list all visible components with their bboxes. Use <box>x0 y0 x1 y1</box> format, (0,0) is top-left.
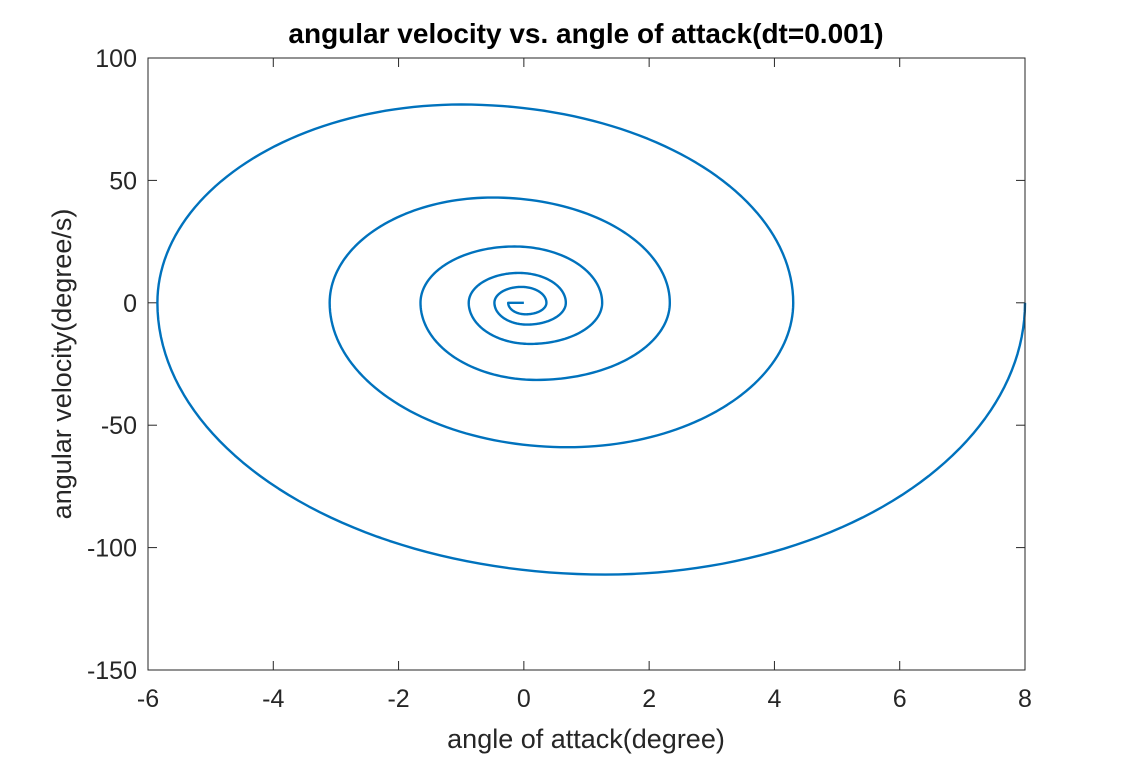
y-tick-label: -150 <box>87 657 137 685</box>
y-tick-label: -100 <box>87 535 137 563</box>
y-tick-label: 100 <box>95 45 137 73</box>
chart-title: angular velocity vs. angle of attack(dt=… <box>288 18 883 49</box>
x-axis-label: angle of attack(degree) <box>447 724 725 754</box>
x-tick-labels: -6 -4 -2 0 2 4 6 8 <box>137 685 1032 713</box>
series-layer <box>156 103 1027 576</box>
plot-area <box>148 58 1025 670</box>
x-tick-label: 0 <box>517 685 531 713</box>
x-tick-label: -2 <box>387 685 409 713</box>
x-tick-label: 2 <box>642 685 656 713</box>
series-line <box>156 103 1027 576</box>
x-tick-label: -4 <box>262 685 284 713</box>
y-axis-label: angular velocity(degree/s) <box>47 209 77 520</box>
x-tick-label: -6 <box>137 685 159 713</box>
axes-box <box>147 57 1026 671</box>
y-tick-label: -50 <box>101 412 137 440</box>
y-tick-label: 0 <box>123 290 137 318</box>
x-tick-label: 8 <box>1018 685 1032 713</box>
y-tick-labels: -150 -100 -50 0 50 100 <box>87 45 137 685</box>
y-tick-label: 50 <box>109 167 137 195</box>
x-tick-label: 4 <box>767 685 781 713</box>
x-tick-label: 6 <box>893 685 907 713</box>
